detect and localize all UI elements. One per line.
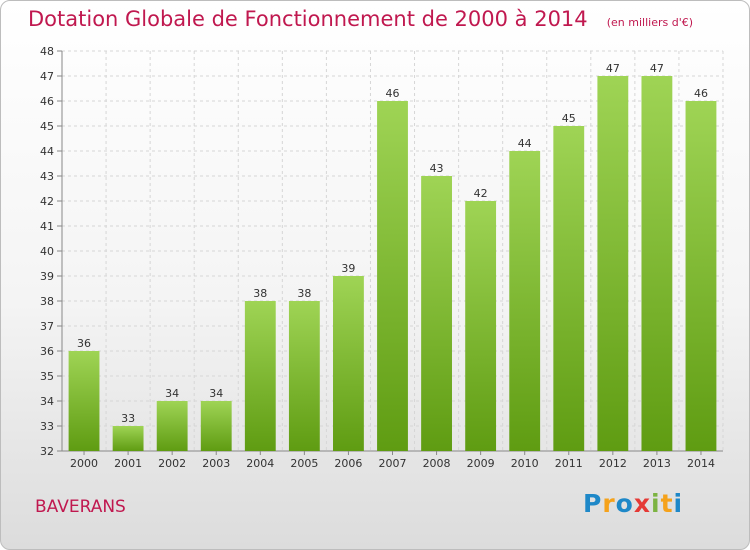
x-tick-label: 2013 <box>643 457 671 470</box>
bar-value-label: 45 <box>562 112 576 125</box>
bar <box>597 76 629 451</box>
logo-letter: P <box>583 489 603 518</box>
bar <box>465 201 497 451</box>
bar-value-label: 36 <box>77 337 91 350</box>
bar <box>200 401 232 451</box>
y-tick-label: 48 <box>40 45 54 58</box>
logo-letter: i <box>651 489 661 518</box>
y-tick-label: 42 <box>40 195 54 208</box>
chart-header: Dotation Globale de Fonctionnement de 20… <box>28 7 693 31</box>
bar <box>421 176 452 451</box>
bar <box>112 426 144 451</box>
bar <box>156 401 188 451</box>
bar <box>244 301 276 451</box>
bar <box>553 126 585 451</box>
x-tick-label: 2014 <box>687 457 715 470</box>
chart-subtitle: (en milliers d'€) <box>606 16 694 29</box>
y-tick-label: 46 <box>40 95 54 108</box>
x-tick-label: 2004 <box>246 457 274 470</box>
x-tick-label: 2010 <box>511 457 539 470</box>
x-tick-label: 2001 <box>114 457 142 470</box>
bar <box>509 151 541 451</box>
chart-title: Dotation Globale de Fonctionnement de 20… <box>28 7 588 31</box>
logo-letter: r <box>602 489 616 518</box>
bar <box>377 101 408 451</box>
x-tick-label: 2012 <box>599 457 627 470</box>
y-tick-label: 41 <box>40 220 54 233</box>
bar <box>685 101 717 451</box>
proxiti-logo: Proxiti <box>583 489 683 518</box>
bar-value-label: 44 <box>518 137 532 150</box>
bar <box>68 351 100 451</box>
logo-letter: o <box>615 489 634 518</box>
bar <box>288 301 320 451</box>
bar-value-label: 47 <box>650 62 664 75</box>
commune-name: BAVERANS <box>35 497 126 517</box>
x-tick-label: 2011 <box>555 457 583 470</box>
y-tick-label: 36 <box>40 345 54 358</box>
y-tick-label: 34 <box>40 395 54 408</box>
bar-value-label: 38 <box>253 287 267 300</box>
x-tick-label: 2003 <box>202 457 230 470</box>
bar <box>641 76 673 451</box>
logo-letter: t <box>660 489 674 518</box>
bar-value-label: 46 <box>386 87 400 100</box>
bars: 36 33 34 34 38 38 39 46 43 42 44 45 47 47 46 <box>68 62 717 451</box>
logo-letter: i <box>673 489 684 518</box>
bar-value-label: 38 <box>297 287 311 300</box>
x-tick-label: 2002 <box>158 457 186 470</box>
bar-value-label: 47 <box>606 62 620 75</box>
y-tick-label: 45 <box>40 120 54 133</box>
x-tick-label: 2005 <box>290 457 318 470</box>
y-tick-label: 40 <box>40 245 54 258</box>
bar <box>333 276 364 451</box>
x-tick-label: 2008 <box>423 457 451 470</box>
y-tick-label: 44 <box>40 145 54 158</box>
bar-value-label: 39 <box>341 262 355 275</box>
bar-value-label: 34 <box>209 387 223 400</box>
y-tick-label: 39 <box>40 270 54 283</box>
x-tick-label: 2006 <box>334 457 362 470</box>
x-tick-label: 2007 <box>379 457 407 470</box>
y-tick-label: 47 <box>40 70 54 83</box>
bar-value-label: 42 <box>474 187 488 200</box>
bar-value-label: 34 <box>165 387 179 400</box>
bar-value-label: 46 <box>694 87 708 100</box>
x-tick-label: 2000 <box>70 457 98 470</box>
x-axis: 2000 2001 2002 2003 2004 2005 2006 2007 2008 2009… <box>70 451 715 470</box>
y-tick-label: 32 <box>40 445 54 458</box>
y-tick-label: 38 <box>40 295 54 308</box>
logo-letter: x <box>633 489 651 518</box>
y-tick-label: 37 <box>40 320 54 333</box>
bar-value-label: 43 <box>430 162 444 175</box>
y-tick-label: 33 <box>40 420 54 433</box>
y-tick-label: 43 <box>40 170 54 183</box>
x-tick-label: 2009 <box>467 457 495 470</box>
y-tick-label: 35 <box>40 370 54 383</box>
bar-value-label: 33 <box>121 412 135 425</box>
